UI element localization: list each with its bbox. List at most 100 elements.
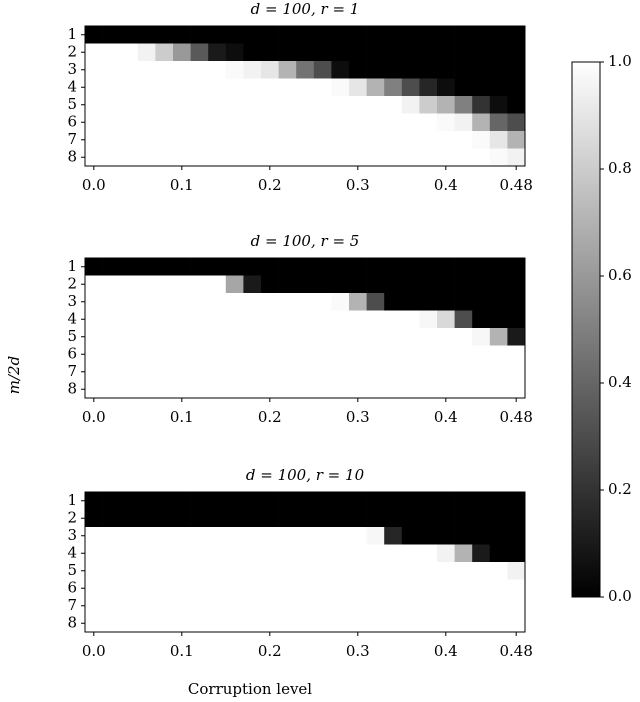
x-tick-label: 0.1 <box>170 408 194 426</box>
heatmap-cell <box>208 78 227 97</box>
heatmap-cell <box>261 527 279 545</box>
heatmap-cell <box>85 597 103 615</box>
heatmap-cell <box>454 492 473 510</box>
heatmap-cell <box>472 113 491 132</box>
heatmap-cell <box>261 509 279 528</box>
heatmap-cell <box>173 345 191 364</box>
x-tick-label: 0.2 <box>258 408 282 426</box>
heatmap-cell <box>173 43 191 62</box>
heatmap-cell <box>296 96 315 114</box>
heatmap-cell <box>120 275 139 294</box>
heatmap-cell <box>173 380 191 399</box>
heatmap-cell <box>225 614 244 633</box>
heatmap-cell <box>507 597 526 615</box>
heatmap-cell <box>313 544 332 563</box>
heatmap-cell <box>384 275 403 294</box>
heatmap-cell <box>489 544 508 563</box>
heatmap-cell <box>384 148 403 167</box>
heatmap-cell <box>366 310 385 329</box>
heatmap-cell <box>437 113 455 132</box>
heatmap-cell <box>313 345 332 364</box>
heatmap-cell <box>366 380 385 399</box>
heatmap-cell <box>208 544 227 563</box>
heatmap-cell <box>401 26 420 44</box>
x-tick-label: 0.3 <box>346 408 370 426</box>
heatmap-cell <box>120 345 139 364</box>
heatmap-cell <box>419 614 438 633</box>
heatmap-cell <box>85 293 103 311</box>
heatmap-cell <box>349 310 367 329</box>
heatmap-cell <box>472 275 491 294</box>
heatmap-cell <box>137 113 156 132</box>
heatmap-cell <box>120 527 139 545</box>
heatmap-cell <box>349 61 367 79</box>
heatmap-cell <box>331 544 350 563</box>
heatmap-cell <box>384 61 403 79</box>
heatmap-cell <box>173 113 191 132</box>
heatmap-cell <box>155 148 174 167</box>
heatmap-cell <box>85 492 103 510</box>
heatmap-cell <box>190 43 209 62</box>
heatmap-cell <box>278 562 297 580</box>
heatmap-cell <box>85 26 103 44</box>
heatmap-cell <box>437 544 455 563</box>
heatmap-cell <box>102 380 121 399</box>
heatmap-cell <box>120 258 139 276</box>
heatmap-cell <box>366 131 385 149</box>
heatmap-cell <box>313 78 332 97</box>
heatmap-cell <box>102 26 121 44</box>
heatmap-cell <box>261 131 279 149</box>
heatmap-cell <box>173 509 191 528</box>
heatmap-cell <box>190 258 209 276</box>
heatmap-cell <box>472 310 491 329</box>
heatmap-cell <box>208 113 227 132</box>
heatmap-cell <box>225 597 244 615</box>
heatmap-cell <box>489 131 508 149</box>
heatmap-cell <box>331 293 350 311</box>
heatmap-cell <box>489 579 508 598</box>
heatmap-cell <box>278 380 297 399</box>
heatmap-cell <box>366 43 385 62</box>
heatmap-cell <box>489 275 508 294</box>
x-tick-label: 0.1 <box>170 642 194 660</box>
heatmap-cell <box>173 258 191 276</box>
heatmap-cell <box>437 328 455 346</box>
panel-frame <box>84 491 526 633</box>
heatmap-cell <box>489 293 508 311</box>
heatmap-cell <box>296 78 315 97</box>
heatmap-cell <box>437 527 455 545</box>
heatmap-cell <box>366 293 385 311</box>
heatmap-cell <box>243 509 262 528</box>
heatmap-cell <box>472 492 491 510</box>
heatmap-cell <box>243 363 262 381</box>
heatmap-cell <box>120 78 139 97</box>
heatmap-cell <box>489 61 508 79</box>
heatmap-cell <box>437 363 455 381</box>
heatmap-cell <box>401 96 420 114</box>
y-tick-label: 2 <box>67 42 77 60</box>
heatmap-cell <box>155 614 174 633</box>
panel-frame <box>84 257 526 399</box>
colorbar-tick-label: 0.8 <box>608 159 632 177</box>
heatmap-cell <box>331 345 350 364</box>
heatmap-cell <box>296 113 315 132</box>
heatmap-cell <box>401 544 420 563</box>
heatmap-cell <box>296 492 315 510</box>
heatmap-cell <box>190 614 209 633</box>
heatmap-cell <box>437 293 455 311</box>
heatmap-cell <box>401 527 420 545</box>
heatmap-cell <box>489 562 508 580</box>
heatmap-cell <box>261 492 279 510</box>
heatmap-cell <box>208 363 227 381</box>
heatmap-cell <box>419 148 438 167</box>
y-tick-label: 3 <box>67 292 77 310</box>
heatmap-cell <box>190 310 209 329</box>
heatmap-cell <box>331 328 350 346</box>
heatmap-cell <box>507 113 526 132</box>
heatmap-cell <box>419 275 438 294</box>
heatmap-cell <box>419 293 438 311</box>
heatmap-cell <box>401 579 420 598</box>
heatmap-cell <box>296 131 315 149</box>
heatmap-cell <box>366 78 385 97</box>
